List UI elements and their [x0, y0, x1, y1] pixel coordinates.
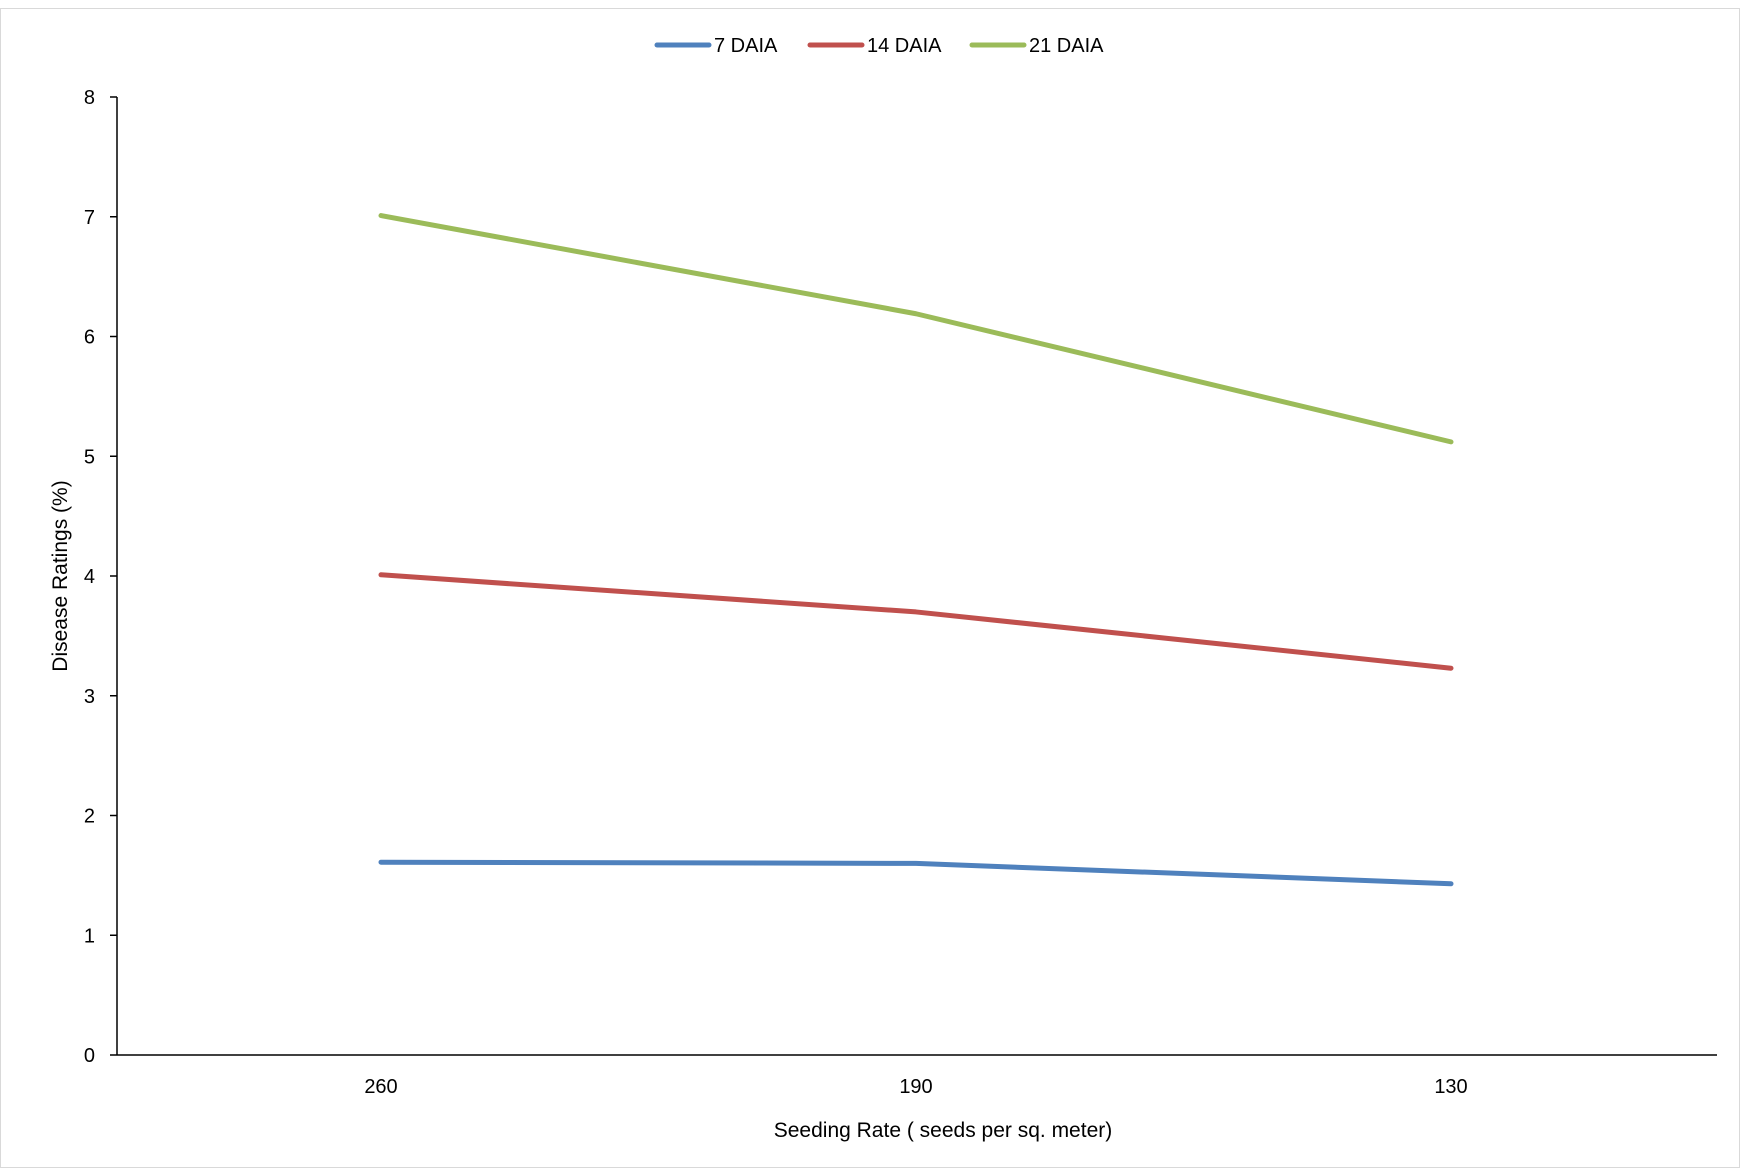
x-tick-label: 130 — [1434, 1076, 1467, 1098]
y-tick-label: 8 — [84, 87, 95, 109]
x-tick-label: 260 — [364, 1076, 397, 1098]
y-tick-label: 0 — [84, 1045, 95, 1067]
y-tick-label: 6 — [84, 327, 95, 349]
legend-label: 21 DAIA — [1029, 35, 1104, 57]
legend-label: 14 DAIA — [867, 35, 942, 57]
legend-label: 7 DAIA — [714, 35, 778, 57]
x-tick-label: 190 — [899, 1076, 932, 1098]
legend: 7 DAIA 14 DAIA 21 DAIA — [657, 35, 1104, 57]
chart-border — [1, 9, 1740, 1168]
y-tick-label: 7 — [84, 207, 95, 229]
y-axis-label: Disease Ratings (%) — [49, 480, 72, 671]
y-tick-label: 2 — [84, 806, 95, 828]
y-tick-label: 4 — [84, 566, 95, 588]
y-tick-label: 1 — [84, 925, 95, 947]
x-axis-label: Seeding Rate ( seeds per sq. meter) — [774, 1119, 1113, 1142]
y-tick-label: 5 — [84, 446, 95, 468]
y-tick-label: 3 — [84, 686, 95, 708]
